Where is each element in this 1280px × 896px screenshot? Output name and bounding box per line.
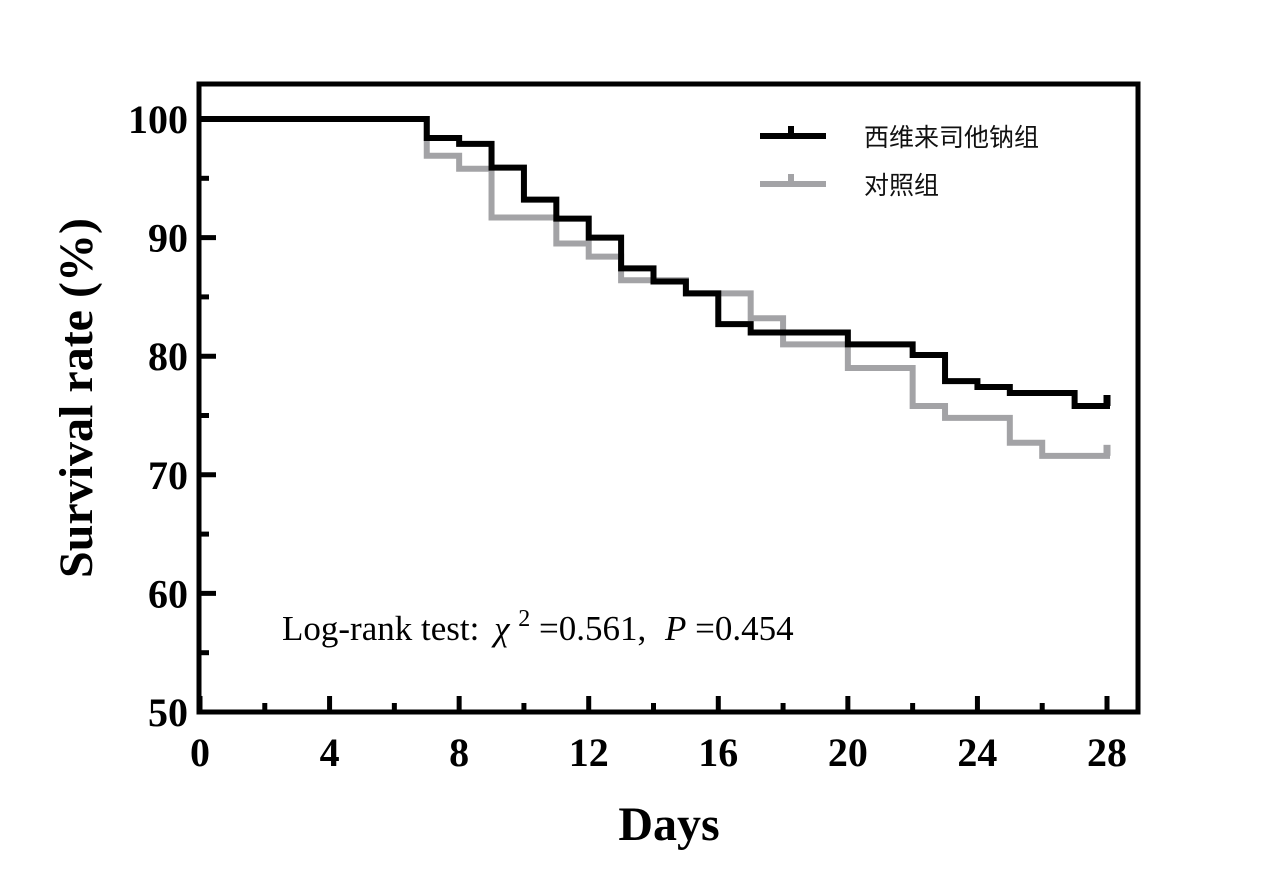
x-tick-label: 28 — [1087, 730, 1127, 775]
p-value: =0.454 — [695, 609, 794, 648]
legend-label-control: 对照组 — [864, 171, 939, 200]
x-tick-label: 8 — [449, 730, 469, 775]
logrank-annotation: Log-rank test: χ 2 =0.561, P =0.454 — [282, 595, 794, 648]
y-tick-label: 70 — [148, 453, 188, 498]
x-tick-label: 16 — [698, 730, 738, 775]
x-tick-label: 24 — [957, 730, 997, 775]
x-axis-ticks: 0 4 8 12 16 20 24 28 — [190, 696, 1127, 775]
survival-curve-sivelestat — [197, 116, 1110, 410]
x-tick-label: 4 — [320, 730, 340, 775]
x-axis-title: Days — [618, 798, 719, 851]
chi-superscript: 2 — [518, 606, 530, 632]
p-symbol: P — [664, 609, 686, 648]
logrank-prefix: Log-rank test: — [282, 609, 479, 648]
y-axis-ticks: 50 60 70 80 90 100 — [128, 97, 216, 735]
legend: 西维来司他钠组 对照组 — [760, 123, 1039, 200]
x-tick-label: 20 — [828, 730, 868, 775]
chi-symbol: χ — [491, 609, 511, 648]
chi-value: =0.561, — [539, 609, 646, 648]
legend-label-sivelestat: 西维来司他钠组 — [864, 123, 1039, 152]
x-tick-label: 0 — [190, 730, 210, 775]
x-tick-label: 12 — [569, 730, 609, 775]
y-axis-title: Survival rate (%) — [50, 218, 103, 578]
plot-frame — [196, 81, 1141, 715]
y-tick-label: 80 — [148, 334, 188, 379]
series-layer — [197, 116, 1111, 459]
y-tick-label: 50 — [148, 690, 188, 735]
y-tick-label: 100 — [128, 97, 188, 142]
survival-curve-control — [197, 116, 1110, 459]
y-tick-label: 90 — [148, 216, 188, 261]
y-tick-label: 60 — [148, 571, 188, 616]
